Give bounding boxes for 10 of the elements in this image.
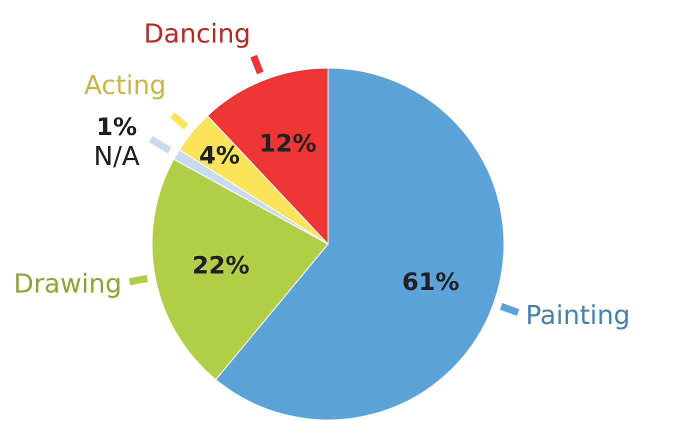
slice-label: Dancing bbox=[144, 20, 251, 50]
data-label: 1% bbox=[96, 113, 138, 142]
data-label: 22% bbox=[192, 251, 250, 280]
data-label: 12% bbox=[259, 130, 317, 158]
slice-label: Acting bbox=[84, 71, 166, 102]
data-label: 61% bbox=[402, 268, 460, 296]
slice-label: N/A bbox=[94, 142, 140, 172]
data-label: 4% bbox=[199, 141, 240, 170]
slice-label: Drawing bbox=[14, 269, 122, 300]
slice-label: Painting bbox=[526, 301, 630, 332]
